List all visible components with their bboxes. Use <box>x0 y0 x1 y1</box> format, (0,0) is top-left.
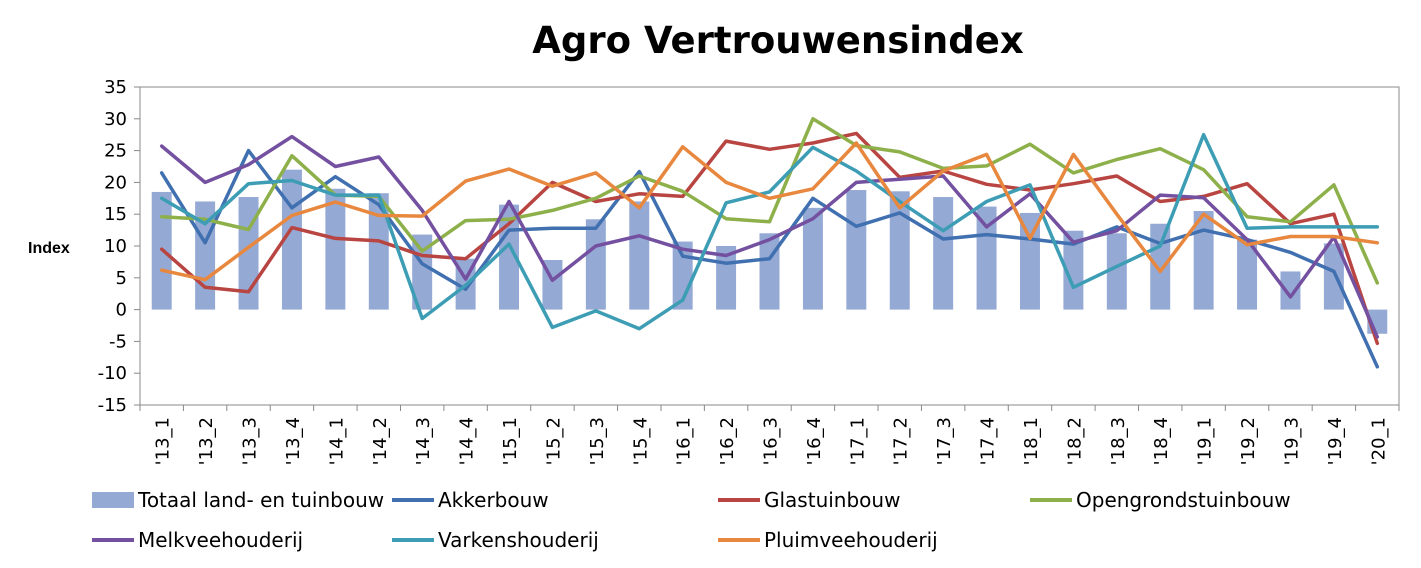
x-tick-label: '17_4 <box>978 417 999 465</box>
bar-totaal-land-en-tuinbouw <box>629 201 650 310</box>
bar-totaal-land-en-tuinbouw <box>846 190 867 310</box>
bar-totaal-land-en-tuinbouw <box>759 233 780 310</box>
x-tick-label: '17_2 <box>891 417 912 465</box>
x-tick-label: '15_2 <box>543 417 564 465</box>
y-tick-label: -10 <box>98 363 127 384</box>
line-series <box>159 117 1380 369</box>
x-tick-label: '15_3 <box>587 417 608 465</box>
x-tick-label: '19_4 <box>1325 417 1346 465</box>
y-tick-label: 25 <box>104 141 127 162</box>
bar-totaal-land-en-tuinbouw <box>1280 271 1301 310</box>
x-tick-label: '16_2 <box>717 417 738 465</box>
y-tick-label: 15 <box>104 204 127 225</box>
bar-totaal-land-en-tuinbouw <box>1323 243 1344 310</box>
x-tick-label: '17_1 <box>847 417 868 465</box>
line-pluimveehouderij <box>159 141 1380 282</box>
x-tick-label: '15_4 <box>630 417 651 465</box>
x-tick-label: '17_3 <box>934 417 955 465</box>
bar-totaal-land-en-tuinbouw <box>1237 239 1258 310</box>
x-tick-label: '19_3 <box>1281 417 1302 465</box>
bar-totaal-land-en-tuinbouw <box>1150 223 1171 310</box>
bar-totaal-land-en-tuinbouw <box>889 191 910 310</box>
y-tick-label: 30 <box>104 109 127 130</box>
x-tick-label: '18_4 <box>1151 417 1172 465</box>
legend-label-glastuinbouw: Glastuinbouw <box>764 488 900 512</box>
y-tick-label: 10 <box>104 236 127 257</box>
line-melkveehouderij <box>159 134 1380 339</box>
axes: 35 30 25 20 15 10 5 0 -5 -10 -15 '13_1 '13_2 '13_3 '13… <box>98 77 1400 465</box>
x-tick-label: '13_2 <box>196 417 217 465</box>
x-tick-label: '13_3 <box>240 417 261 465</box>
x-tick-label: '16_4 <box>804 417 825 465</box>
y-tick-label: -15 <box>98 395 127 416</box>
bar-totaal-land-en-tuinbouw <box>802 207 823 310</box>
bar-totaal-land-en-tuinbouw <box>1106 233 1127 310</box>
x-tick-label: '14_4 <box>457 417 478 465</box>
bar-totaal-land-en-tuinbouw <box>325 188 346 310</box>
legend-label-totaal-land-en-tuinbouw: Totaal land- en tuinbouw <box>137 488 384 512</box>
y-tick-label: 35 <box>104 77 127 98</box>
x-tick-label: '18_1 <box>1021 417 1042 465</box>
x-tick-label: '20_1 <box>1368 417 1389 465</box>
legend-label-akkerbouw: Akkerbouw <box>438 488 549 512</box>
x-tick-label: '14_3 <box>413 417 434 465</box>
legend-swatch-totaal-land-en-tuinbouw <box>92 492 134 508</box>
x-tick-label: '14_1 <box>326 417 347 465</box>
x-tick-label: '14_2 <box>370 417 391 465</box>
legend-label-varkenshouderij: Varkenshouderij <box>438 528 599 552</box>
y-tick-label: -5 <box>109 331 127 352</box>
bar-totaal-land-en-tuinbouw <box>585 219 606 310</box>
line-glastuinbouw <box>159 131 1380 346</box>
bar-totaal-land-en-tuinbouw <box>933 197 954 310</box>
x-tick-label: '18_3 <box>1108 417 1129 465</box>
bar-totaal-land-en-tuinbouw <box>976 206 997 310</box>
y-tick-label: 20 <box>104 172 127 193</box>
y-tick-label: 0 <box>116 300 127 321</box>
legend-label-melkveehouderij: Melkveehouderij <box>138 528 303 552</box>
y-axis-label: Index <box>28 240 70 257</box>
x-tick-label: '18_2 <box>1064 417 1085 465</box>
x-tick-label: '15_1 <box>500 417 521 465</box>
line-varkenshouderij <box>159 132 1380 331</box>
x-tick-label: '19_1 <box>1195 417 1216 465</box>
x-tick-label: '16_1 <box>674 417 695 465</box>
x-tick-label: '13_4 <box>283 417 304 465</box>
x-tick-label: '13_1 <box>153 417 174 465</box>
bar-totaal-land-en-tuinbouw <box>1193 211 1214 310</box>
legend-label-opengrondstuinbouw: Opengrondstuinbouw <box>1076 488 1291 512</box>
chart-title: Agro Vertrouwensindex <box>532 19 1024 62</box>
bar-totaal-land-en-tuinbouw <box>368 193 389 310</box>
x-tick-label: '19_2 <box>1238 417 1259 465</box>
bar-totaal-land-en-tuinbouw <box>1063 230 1084 310</box>
legend: Totaal land- en tuinbouw Akkerbouw Glastui… <box>92 488 1291 552</box>
y-tick-label: 5 <box>116 268 127 289</box>
x-tick-label: '16_3 <box>761 417 782 465</box>
legend-label-pluimveehouderij: Pluimveehouderij <box>764 528 938 552</box>
